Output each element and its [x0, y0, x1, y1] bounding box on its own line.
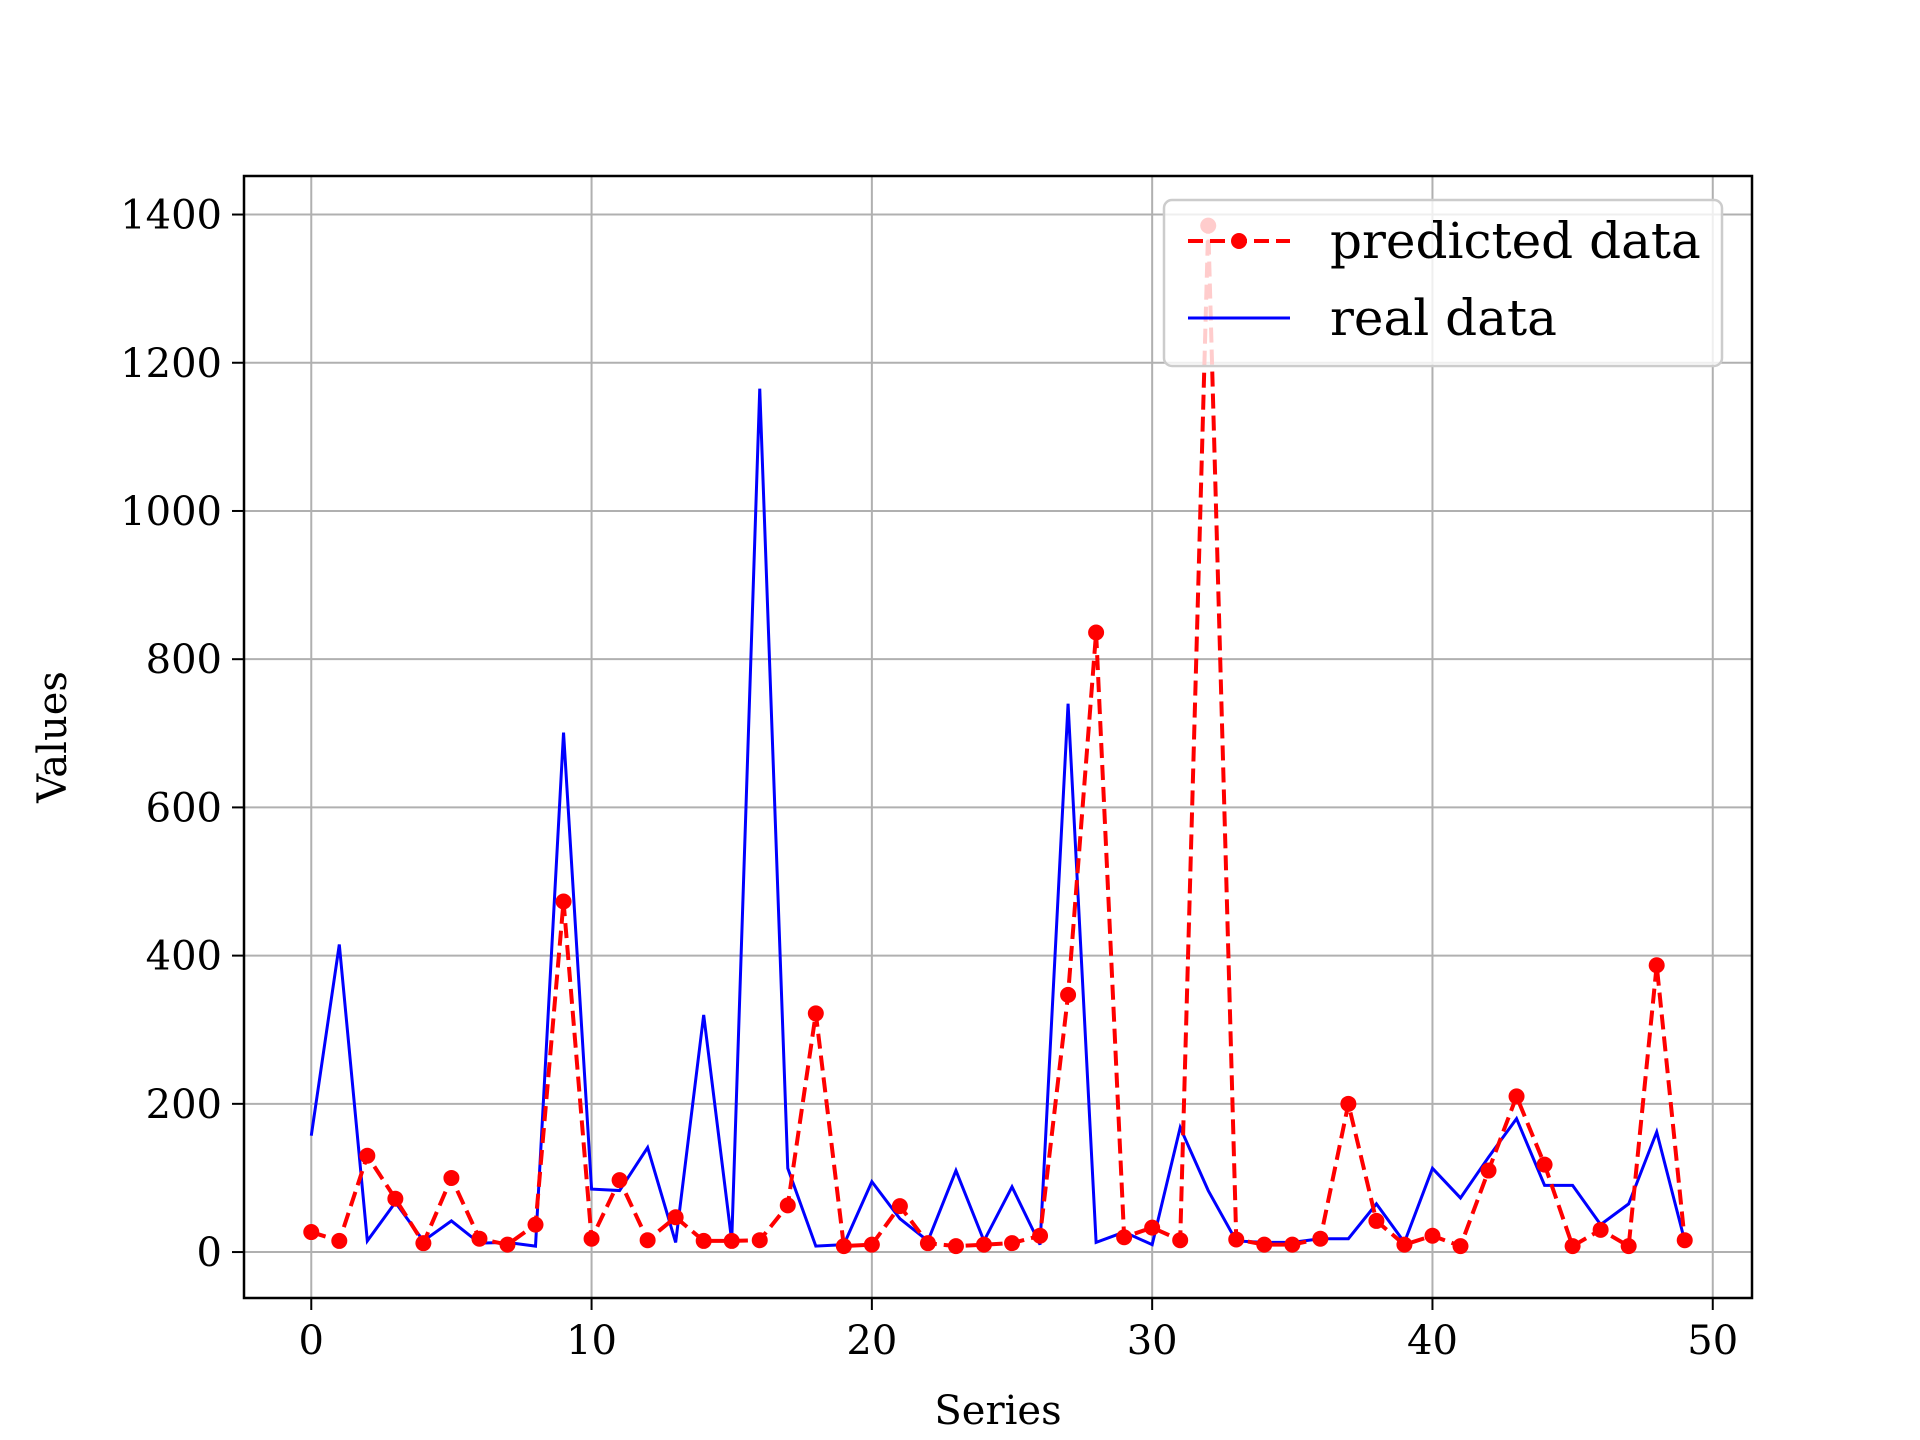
- legend-real-label: real data: [1330, 289, 1557, 347]
- real-data-line: [309, 388, 1687, 1248]
- legend-box: [1162, 198, 1724, 368]
- y-tick-label: 600: [146, 785, 222, 831]
- plot-frame: [242, 174, 1754, 1300]
- predicted-data-point: [1032, 1227, 1049, 1244]
- predicted-data-point: [1452, 1238, 1469, 1255]
- y-tick-label: 400: [146, 934, 222, 980]
- predicted-data-point: [527, 1216, 544, 1233]
- predicted-data-point: [1284, 1236, 1301, 1253]
- predicted-data-point: [779, 1197, 796, 1214]
- predicted-data-point: [303, 1224, 320, 1241]
- legend-predicted-label: predicted data: [1330, 212, 1701, 270]
- x-tick-label: 0: [299, 1318, 324, 1364]
- predicted-data-point: [471, 1230, 488, 1247]
- predicted-data-point: [1060, 986, 1077, 1003]
- predicted-data-point: [975, 1236, 992, 1253]
- predicted-data-point: [723, 1232, 740, 1249]
- predicted-data-point: [835, 1238, 852, 1255]
- predicted-data-point: [891, 1198, 908, 1215]
- predicted-data-point: [667, 1209, 684, 1226]
- x-axis-label: Series: [934, 1388, 1061, 1434]
- axis-ticks: 0 10 20 30 40 50 0 200 400 600 800 1000 1200 1400: [120, 193, 1738, 1364]
- predicted-data-point: [1172, 1232, 1189, 1249]
- x-tick-label: 50: [1687, 1318, 1738, 1364]
- predicted-data-point: [1396, 1236, 1413, 1253]
- predicted-data-point: [1312, 1230, 1329, 1247]
- predicted-data-point: [1536, 1156, 1553, 1173]
- predicted-data-point: [443, 1169, 460, 1186]
- predicted-data-point: [1592, 1221, 1609, 1238]
- predicted-data-point: [331, 1232, 348, 1249]
- predicted-data-point: [1368, 1212, 1385, 1229]
- y-tick-label: 800: [146, 637, 222, 683]
- legend-predicted-marker: [1231, 233, 1247, 249]
- predicted-data-point: [1228, 1231, 1245, 1248]
- predicted-data-point: [1620, 1238, 1637, 1255]
- predicted-data-point: [387, 1190, 404, 1207]
- predicted-data-point: [1648, 957, 1665, 974]
- y-tick-label: 1200: [120, 341, 222, 387]
- predicted-data-point: [583, 1230, 600, 1247]
- predicted-data-point: [1340, 1095, 1357, 1112]
- x-tick-label: 10: [566, 1318, 617, 1364]
- predicted-data-point: [695, 1232, 712, 1249]
- legend: predicted data real data: [1162, 198, 1724, 368]
- predicted-data-point: [947, 1238, 964, 1255]
- y-tick-label: 200: [146, 1082, 222, 1128]
- predicted-data-point: [555, 893, 572, 910]
- y-tick-label: 1400: [120, 193, 222, 239]
- predicted-data-point: [1564, 1238, 1581, 1255]
- predicted-data-point: [1480, 1162, 1497, 1179]
- predicted-data-point: [359, 1147, 376, 1164]
- predicted-data-point: [1116, 1229, 1133, 1246]
- x-tick-label: 30: [1127, 1318, 1178, 1364]
- y-tick-label: 1000: [120, 489, 222, 535]
- predicted-data-point: [1256, 1236, 1273, 1253]
- predicted-data-point: [611, 1172, 628, 1189]
- predicted-data-point: [1676, 1232, 1693, 1249]
- x-tick-label: 20: [846, 1318, 897, 1364]
- y-tick-label: 0: [197, 1230, 222, 1276]
- series-layer: [303, 217, 1693, 1255]
- predicted-data-point: [919, 1235, 936, 1252]
- predicted-data-point: [499, 1236, 516, 1253]
- predicted-data-point: [807, 1005, 824, 1022]
- predicted-data-point: [863, 1236, 880, 1253]
- predicted-data-point: [1088, 624, 1105, 641]
- predicted-data-point: [1144, 1219, 1161, 1236]
- y-axis-label: Values: [30, 671, 76, 804]
- predicted-data-point: [1004, 1235, 1021, 1252]
- predicted-data-line: [310, 225, 1687, 1250]
- predicted-data-point: [1508, 1088, 1525, 1105]
- x-tick-label: 40: [1407, 1318, 1458, 1364]
- predicted-data-point: [751, 1232, 768, 1249]
- predicted-data-point: [639, 1232, 656, 1249]
- predicted-data-point: [1424, 1227, 1441, 1244]
- predicted-data-point: [415, 1235, 432, 1252]
